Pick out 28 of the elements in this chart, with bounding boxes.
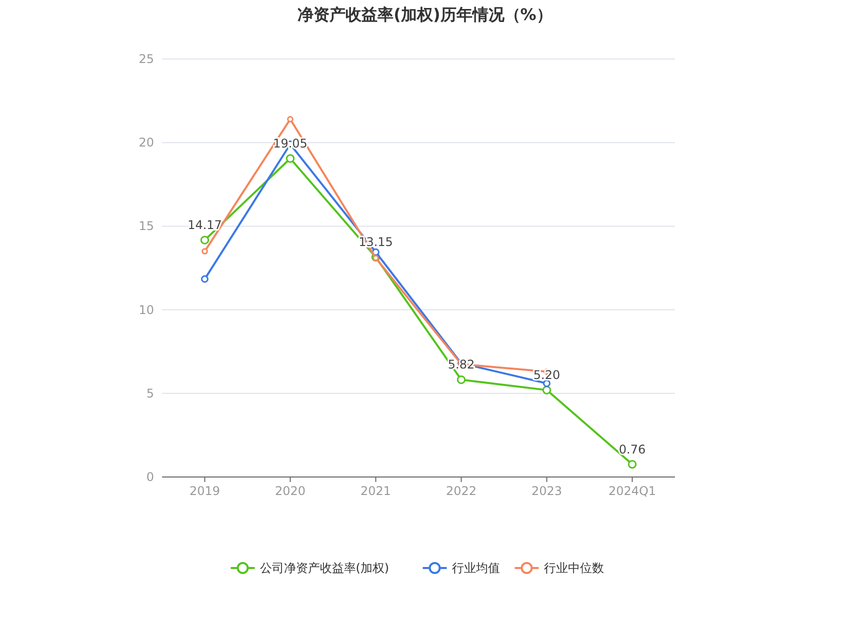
y-tick-label: 10 — [138, 302, 154, 317]
y-tick-label: 25 — [138, 52, 154, 66]
data-label: 0.76 — [618, 442, 646, 456]
legend-label: 行业均值 — [452, 561, 500, 575]
point — [543, 380, 550, 388]
point — [286, 154, 295, 163]
legend-label: 公司净资产收益率(加权) — [260, 561, 390, 575]
point — [287, 116, 294, 122]
legend-label: 行业中位数 — [544, 561, 604, 575]
point — [628, 460, 637, 469]
y-tick-label: 0 — [146, 470, 154, 484]
data-label: 14.17 — [188, 218, 222, 232]
data-label: 5.20 — [533, 368, 560, 382]
x-tick-label: 2020 — [274, 484, 306, 498]
point — [456, 375, 466, 384]
y-tick-label: 5 — [146, 386, 154, 400]
point — [202, 248, 208, 254]
y-tick-label: 20 — [138, 136, 154, 150]
y-tick-label: 15 — [138, 219, 154, 234]
x-tick-label: 2023 — [531, 484, 562, 498]
point — [201, 275, 208, 283]
point — [200, 236, 210, 244]
point — [542, 386, 552, 394]
x-tick-label: 2024Q1 — [608, 484, 656, 498]
x-tick-label: 2019 — [189, 484, 220, 498]
x-tick-label: 2021 — [360, 484, 392, 498]
chart-title: 净资产收益率(加权)历年情况（%） — [298, 5, 552, 24]
x-tick-label: 2022 — [446, 484, 477, 498]
